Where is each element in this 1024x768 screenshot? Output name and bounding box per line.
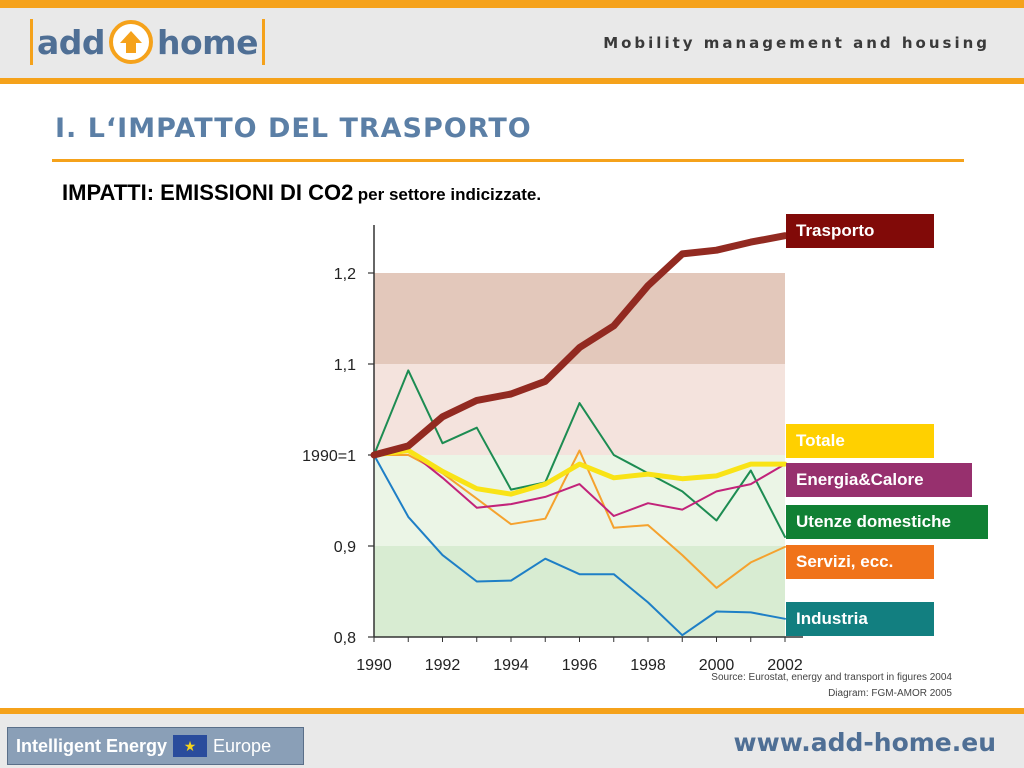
series-line-3 xyxy=(373,449,786,517)
x-tick-label: 2000 xyxy=(699,657,735,674)
x-tick-label: 1994 xyxy=(493,657,529,674)
footer-rule xyxy=(0,708,1024,714)
legend-label-4: Totale xyxy=(786,424,934,458)
source-text: Diagram: FGM-AMOR 2005 xyxy=(828,688,952,699)
y-tick-label: 1,1 xyxy=(334,357,356,374)
legend-label-1: Servizi, ecc. xyxy=(786,545,934,579)
header-rule xyxy=(0,78,1024,84)
subtitle-main: IMPATTI: EMISSIONI DI CO2 xyxy=(62,180,354,205)
series-line-2 xyxy=(373,369,786,538)
band-1 xyxy=(374,364,785,455)
y-tick-label: 1990=1 xyxy=(302,448,356,465)
slide-title: I. L‘IMPATTO DEL TRASPORTO xyxy=(55,113,532,144)
badge-strong-text: Intelligent Energy xyxy=(16,735,168,756)
source-text: Source: Eurostat, energy and transport i… xyxy=(711,672,952,683)
website-url[interactable]: www.add-home.eu xyxy=(733,728,996,757)
logo-word-home: home xyxy=(157,22,258,62)
eu-flag-icon: ★ xyxy=(173,735,208,757)
legend-label-0: Industria xyxy=(786,602,934,636)
intelligent-energy-badge: Intelligent Energy ★ Europe xyxy=(7,727,304,765)
title-rule xyxy=(52,159,964,162)
band-3 xyxy=(374,546,785,637)
x-tick-label: 1990 xyxy=(356,657,392,674)
series-line-0 xyxy=(373,454,786,637)
y-tick-label: 0,9 xyxy=(334,539,356,556)
y-tick-label: 0,8 xyxy=(334,630,356,647)
up-arrow-icon xyxy=(109,20,154,64)
chart-subtitle: IMPATTI: EMISSIONI DI CO2 per settore in… xyxy=(62,180,541,206)
x-tick-label: 2002 xyxy=(767,657,803,674)
header xyxy=(0,8,1024,78)
tagline: Mobility management and housing xyxy=(603,34,990,52)
subtitle-rest: per settore indicizzate. xyxy=(357,185,542,204)
logo-word-add: add xyxy=(37,22,106,62)
series-line-4 xyxy=(371,448,788,497)
legend-label-5: Trasporto xyxy=(786,214,934,248)
add-home-logo: add home xyxy=(30,16,265,68)
x-tick-label: 1998 xyxy=(630,657,666,674)
y-tick-label: 1,2 xyxy=(334,266,356,283)
co2-emissions-chart: 0,8 0,9 1990=1 1,1 1,2 1990 1992 1994 1996 1998 20… xyxy=(302,225,952,699)
top-accent-bar xyxy=(0,0,1024,8)
logo-bar-right xyxy=(261,19,265,65)
logo-bar-left xyxy=(30,19,33,65)
series-line-5 xyxy=(370,232,789,459)
x-tick-label: 1992 xyxy=(425,657,461,674)
badge-light-text: Europe xyxy=(213,735,272,756)
legend-label-2: Utenze domestiche xyxy=(786,505,988,539)
x-tick-label: 1996 xyxy=(562,657,598,674)
legend-label-3: Energia&Calore xyxy=(786,463,972,497)
